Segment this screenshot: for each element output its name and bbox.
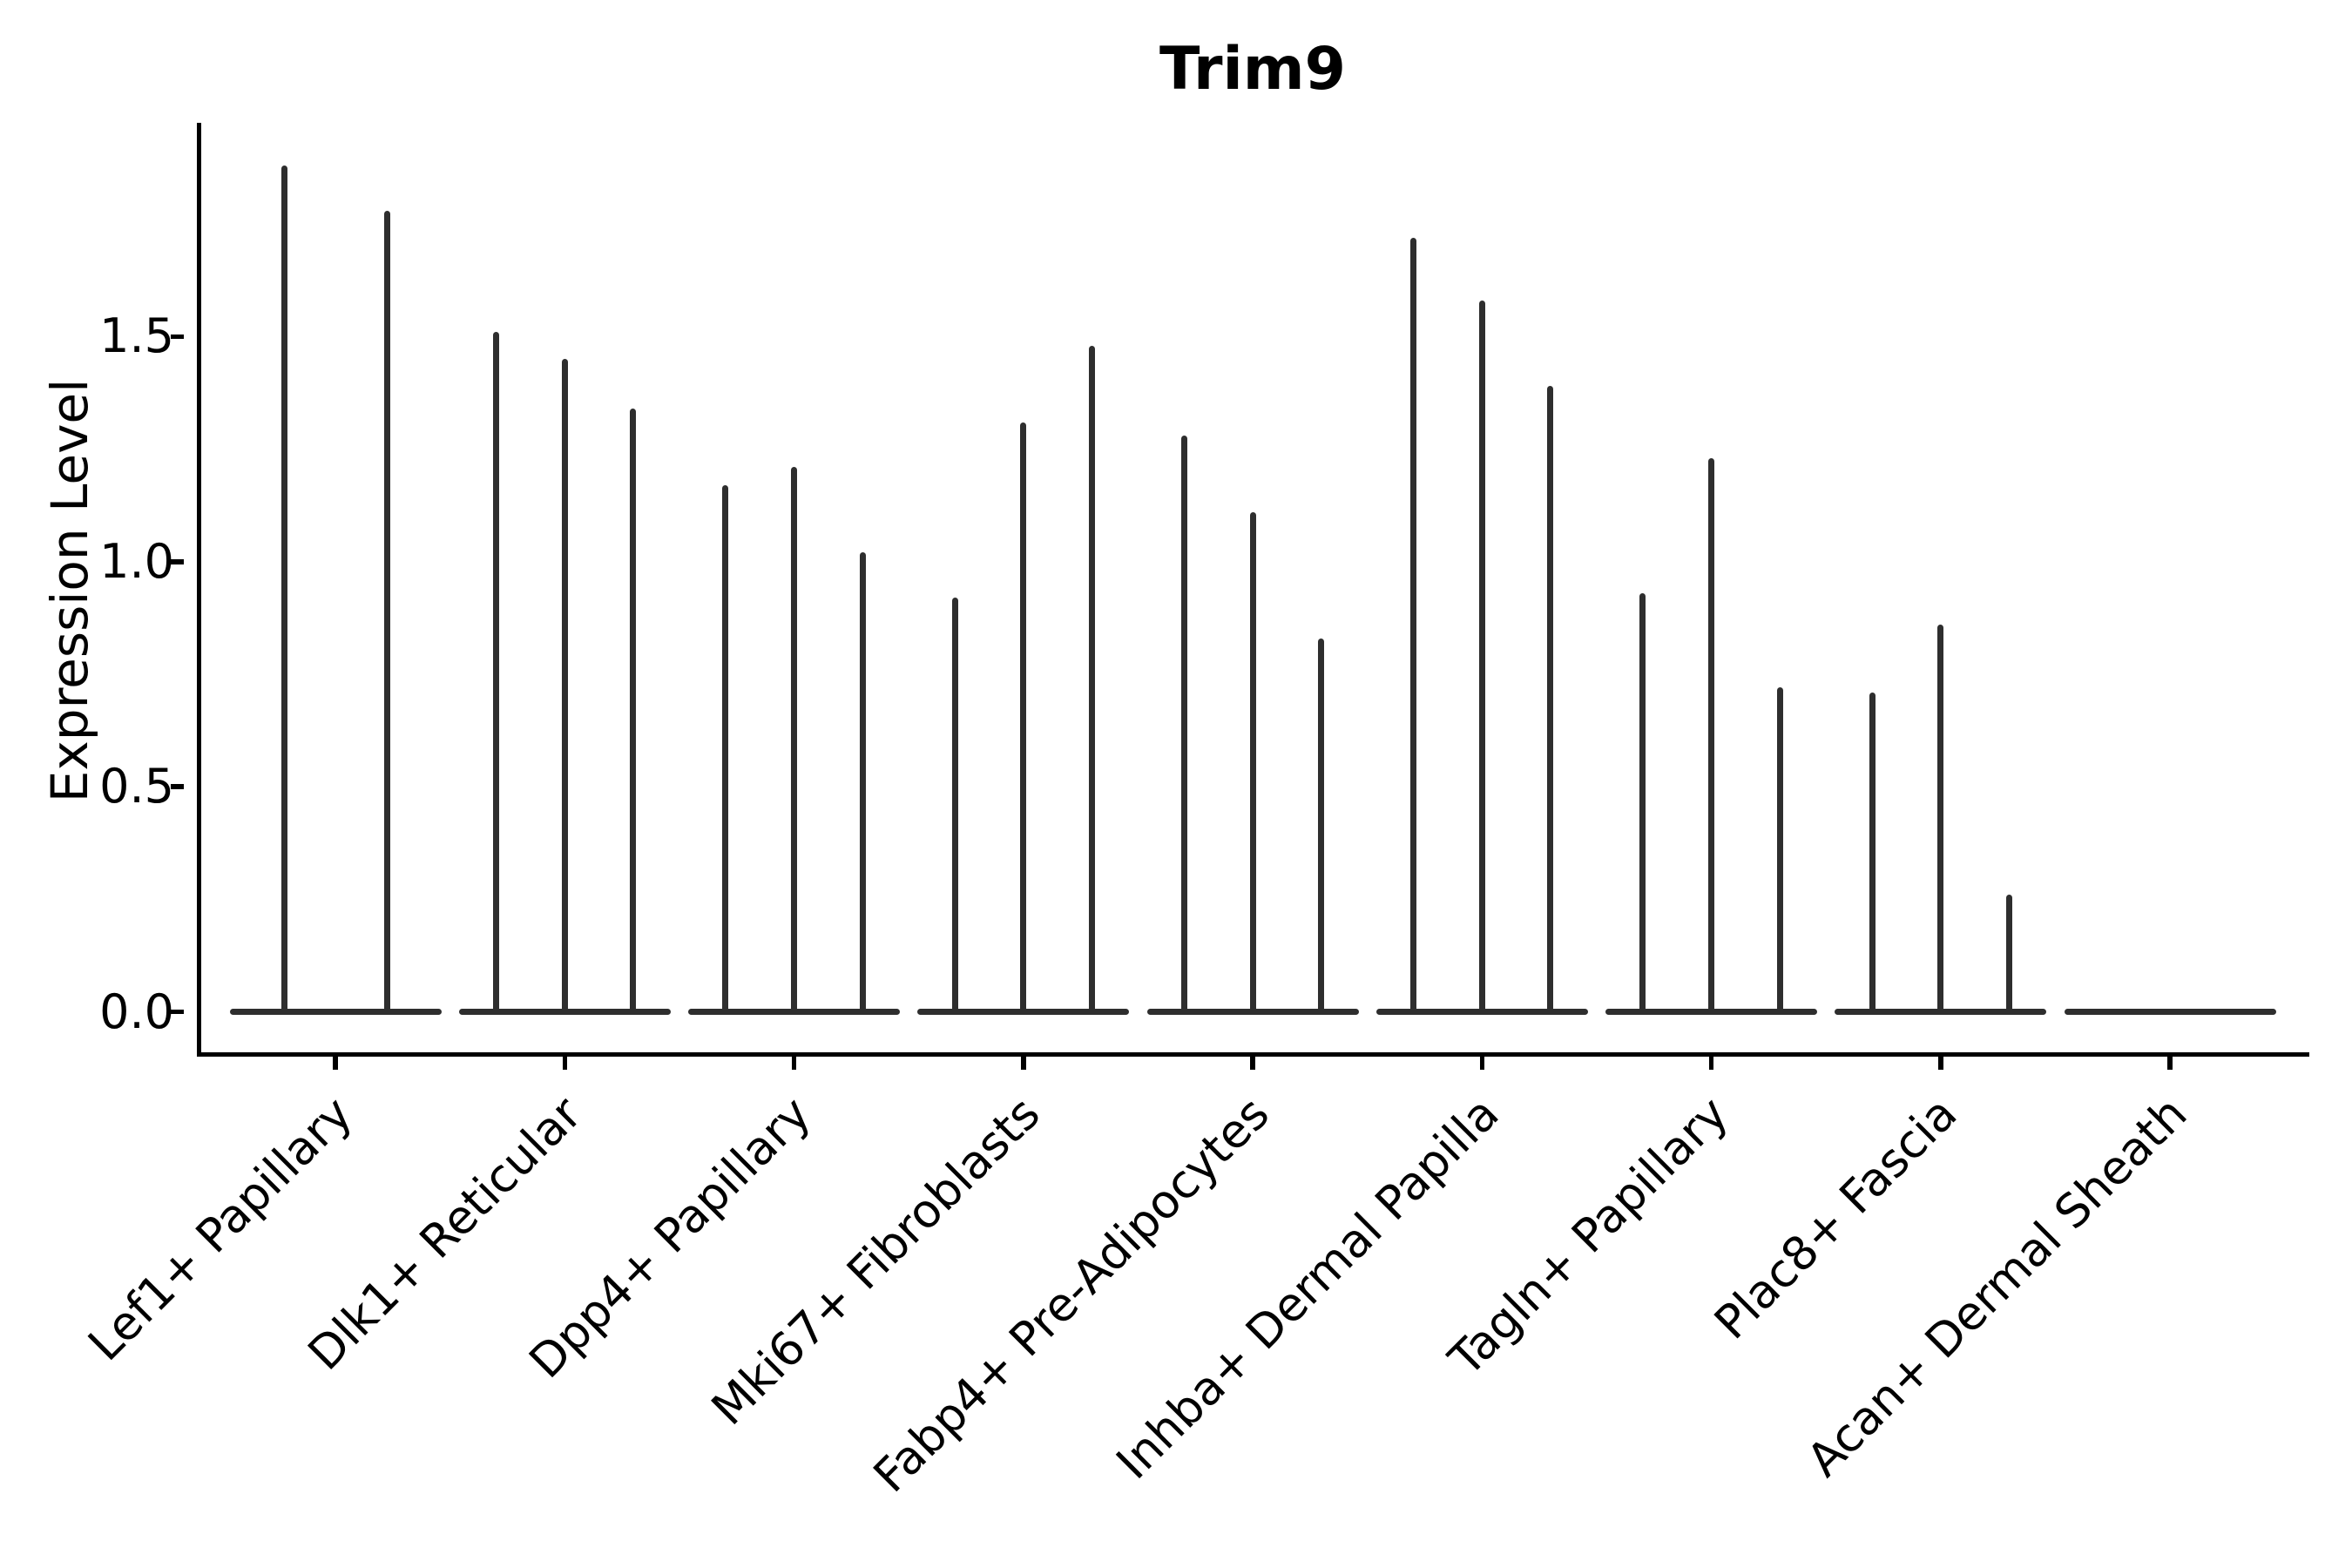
violin-spike (1937, 625, 1944, 1015)
violin-spike (1869, 692, 1876, 1015)
violin-spike (630, 409, 637, 1015)
x-tick (791, 1057, 797, 1070)
y-tick (170, 1009, 184, 1015)
x-tick (1938, 1057, 1943, 1070)
violin-spike (1020, 422, 1027, 1015)
violin-spike (1776, 687, 1783, 1015)
violin-spike (1318, 638, 1325, 1015)
y-tick-label: 1.5 (99, 308, 174, 364)
y-axis-spine (196, 123, 201, 1057)
violin-spike (1088, 345, 1095, 1015)
y-tick-label: 0.0 (99, 983, 174, 1039)
violin-base (229, 1009, 442, 1015)
x-category-label: Plac8+ Fascia (1705, 1086, 1968, 1350)
plot-title: Trim9 (1159, 35, 1346, 104)
y-tick (170, 559, 184, 564)
violin-spike (859, 552, 866, 1015)
violin-spike (280, 166, 287, 1015)
x-tick (1021, 1057, 1026, 1070)
x-category-label: Acan+ Dermal Sheath (1796, 1086, 2198, 1488)
violin-spike (1478, 301, 1485, 1015)
violin-spike (722, 484, 729, 1015)
x-tick (1708, 1057, 1714, 1070)
y-tick (170, 784, 184, 789)
x-tick (562, 1057, 567, 1070)
x-tick (333, 1057, 338, 1070)
x-tick (1250, 1057, 1255, 1070)
violin-spike (561, 359, 568, 1015)
x-axis-spine (196, 1051, 2309, 1057)
violin-spike (1547, 386, 1554, 1015)
y-tick-label: 1.0 (99, 533, 174, 589)
violin-spike (1249, 511, 1256, 1015)
violin-spike (791, 467, 797, 1015)
x-tick (1479, 1057, 1484, 1070)
violin-spike (1708, 457, 1714, 1015)
violin-spike (383, 210, 390, 1015)
violin-spike (1639, 592, 1646, 1015)
violin-spike (951, 598, 958, 1015)
violin-spike (1180, 436, 1187, 1015)
x-category-label: Inhba+ Dermal Papilla (1106, 1086, 1510, 1490)
y-tick-label: 0.5 (99, 759, 174, 814)
x-tick (2167, 1057, 2173, 1070)
x-category-label: Fabp4+ Pre-Adipocytes (863, 1086, 1281, 1504)
violin-spike (493, 332, 500, 1015)
y-axis-label: Expression Level (40, 378, 99, 803)
violin-spike (1410, 237, 1417, 1015)
violin-spike (2005, 895, 2012, 1015)
violin-base (2064, 1009, 2276, 1015)
y-tick (170, 334, 184, 340)
